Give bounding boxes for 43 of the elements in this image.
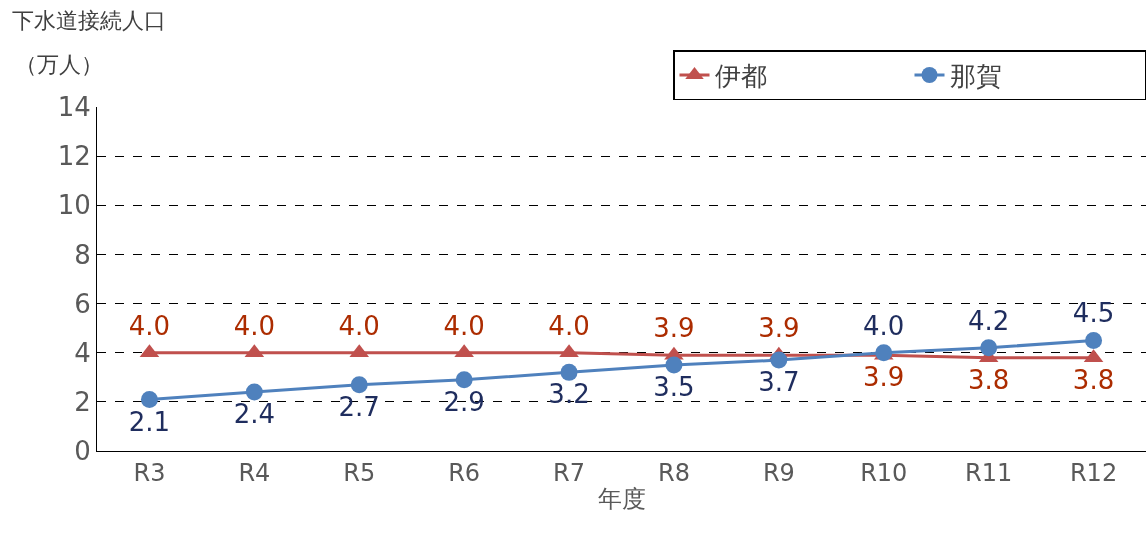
- x-tick-label: R9: [762, 458, 795, 487]
- y-tick-label: 6: [74, 288, 91, 319]
- data-label: 3.2: [548, 379, 590, 410]
- data-label: 4.5: [1072, 298, 1115, 329]
- data-label: 3.8: [967, 364, 1010, 395]
- x-tick-label: R11: [965, 458, 1013, 487]
- y-tick-label: 0: [74, 436, 91, 467]
- x-tick-label: R7: [553, 458, 586, 487]
- y-tick-label: 12: [57, 141, 91, 172]
- y-tick-label: 14: [57, 92, 91, 123]
- y-tick-label: 2: [74, 386, 91, 417]
- data-label: 4.0: [863, 310, 905, 341]
- x-tick-label: R10: [860, 458, 908, 487]
- x-tick-label: R6: [448, 458, 481, 487]
- text: （万人）: [15, 52, 103, 77]
- x-tick-label: R12: [1069, 458, 1118, 487]
- legend-label: 伊都: [714, 61, 767, 92]
- y-tick-label: 4: [74, 337, 91, 368]
- x-tick-label: R8: [657, 458, 690, 487]
- data-label: 4.2: [967, 305, 1010, 336]
- data-label: 2.1: [128, 406, 171, 437]
- data-label: 4.0: [128, 310, 171, 341]
- data-label: 4.0: [338, 310, 380, 341]
- x-tick-label: R4: [238, 458, 271, 487]
- legend-label: 那賀: [949, 61, 1002, 92]
- data-label: 3.9: [863, 362, 905, 393]
- data-label: 4.0: [233, 310, 276, 341]
- data-label: 3.8: [1072, 364, 1115, 395]
- x-tick-label: R5: [343, 458, 376, 487]
- data-label: 3.9: [653, 313, 695, 344]
- data-label: 2.7: [338, 391, 380, 422]
- y-axis-title: 下水道接続人口: [12, 8, 166, 33]
- data-label: 2.4: [233, 399, 276, 430]
- data-label: 4.0: [443, 310, 485, 341]
- x-axis-title: 年度: [597, 485, 646, 514]
- data-label: 3.7: [758, 367, 800, 398]
- y-tick-label: 8: [74, 239, 91, 270]
- data-label: 3.5: [653, 372, 695, 403]
- data-label: 4.0: [548, 310, 590, 341]
- y-tick-label: 10: [57, 190, 91, 221]
- data-label: 2.9: [443, 386, 485, 417]
- x-tick-label: R3: [133, 458, 166, 487]
- data-label: 3.9: [758, 313, 800, 344]
